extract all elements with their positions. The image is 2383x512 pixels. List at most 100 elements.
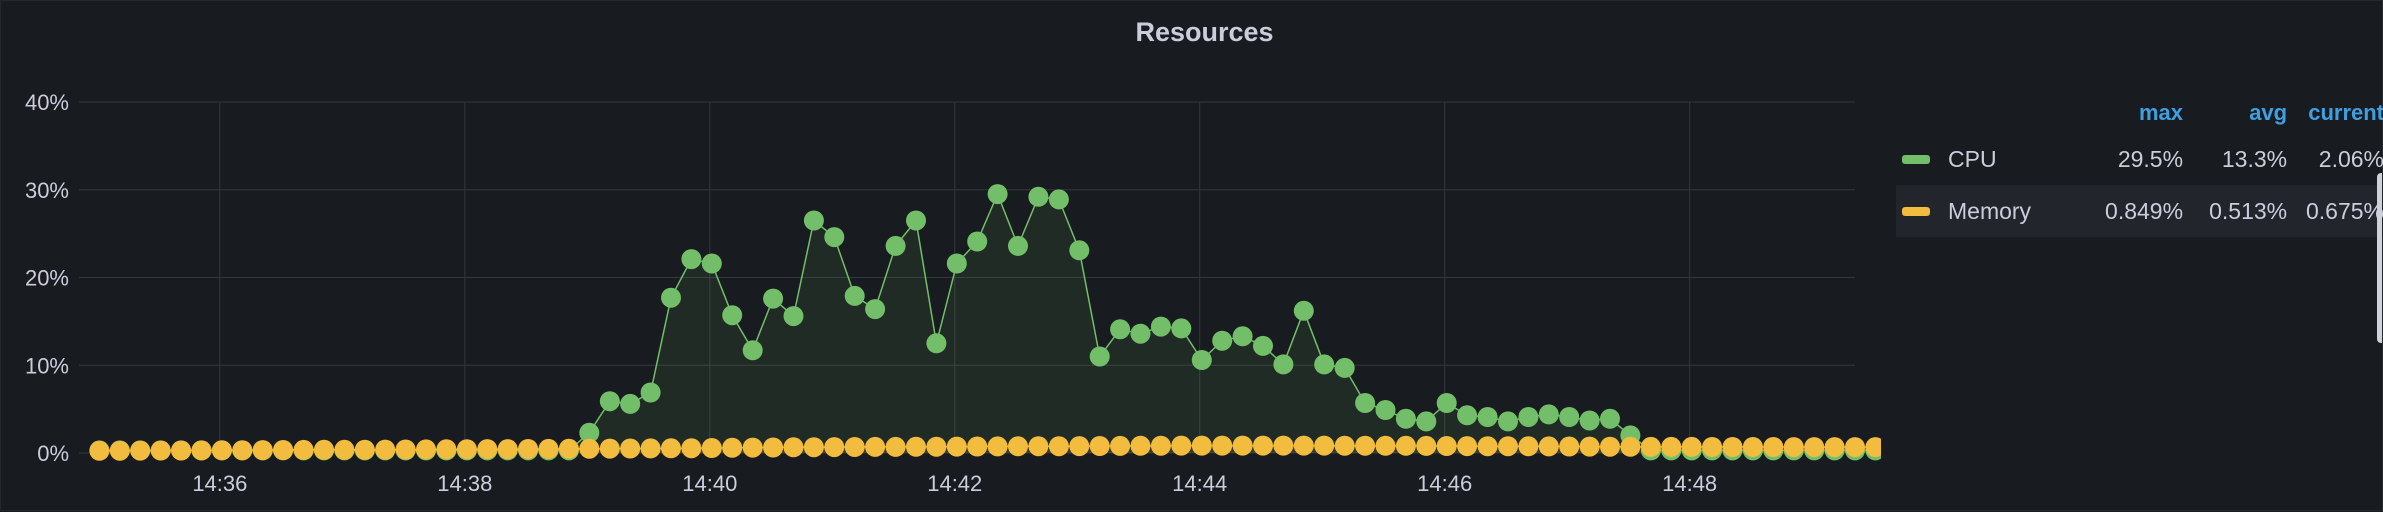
data-point-memory (375, 439, 396, 460)
legend-header-max[interactable]: max (2139, 100, 2184, 125)
y-tick-label: 40% (25, 90, 69, 115)
data-point-memory (211, 440, 232, 461)
data-point-memory (661, 438, 681, 459)
legend-scrollbar[interactable] (2377, 173, 2382, 343)
legend-memory-avg: 0.513% (2209, 197, 2288, 224)
legend-swatch-memory[interactable] (1902, 206, 1930, 216)
data-point-cpu (783, 306, 804, 327)
data-point-memory (1355, 435, 1376, 456)
x-tick-label: 14:36 (192, 471, 247, 496)
legend-row-cpu[interactable]: CPU 29.5% 13.3% 2.06% (1896, 133, 2383, 185)
data-point-memory (1089, 436, 1110, 456)
resources-chart[interactable]: 0% 10% 20% 30% 40% 14:36 14:38 14:40 14:42 14:44… (1, 1, 1881, 512)
data-point-memory (456, 439, 477, 460)
data-point-cpu (1273, 354, 1294, 375)
data-point-memory (1232, 435, 1253, 456)
data-point-cpu (722, 305, 743, 326)
data-point-memory (1191, 435, 1212, 456)
legend-swatch-cpu[interactable] (1902, 154, 1930, 164)
data-point-memory (273, 440, 294, 460)
data-point-memory (252, 440, 273, 461)
panel-title[interactable]: Resources (1135, 17, 1274, 47)
data-point-memory (1579, 436, 1600, 457)
data-point-memory (885, 436, 906, 457)
data-point-memory (681, 438, 702, 459)
legend-header-avg[interactable]: avg (2249, 100, 2288, 125)
legend-cpu-current: 2.06% (2318, 145, 2383, 172)
data-point-memory (1416, 435, 1437, 456)
legend-cpu-max: 29.5% (2117, 145, 2184, 172)
data-point-memory (171, 440, 192, 461)
data-point-memory (334, 439, 355, 460)
data-point-cpu (865, 299, 886, 320)
y-tick-label: 20% (25, 266, 69, 291)
data-point-memory (599, 438, 620, 459)
data-point-memory (803, 437, 824, 458)
data-point-memory (844, 437, 865, 457)
data-point-memory (1640, 436, 1661, 457)
data-point-memory (109, 440, 130, 461)
data-point-cpu (885, 235, 906, 256)
data-point-memory (1314, 435, 1335, 456)
data-point-memory (1783, 437, 1804, 458)
data-point-cpu (701, 253, 722, 274)
data-point-cpu (1130, 323, 1151, 344)
data-point-memory (1028, 436, 1049, 457)
data-point-cpu (946, 253, 967, 274)
legend-header: max avg current (1896, 93, 2383, 133)
data-point-memory (395, 439, 416, 460)
series-area-cpu (99, 194, 1881, 453)
data-point-memory (620, 438, 641, 459)
data-point-memory (416, 439, 436, 460)
data-point-memory (946, 436, 967, 457)
data-point-memory (1742, 437, 1763, 457)
data-point-memory (1845, 437, 1865, 458)
data-point-memory (1661, 436, 1682, 457)
data-point-cpu (661, 287, 681, 308)
data-point-memory (1395, 435, 1416, 456)
data-point-memory (1253, 435, 1273, 456)
x-tick-label: 14:44 (1172, 471, 1227, 496)
data-point-cpu (1232, 326, 1253, 347)
data-point-memory (314, 439, 334, 460)
data-point-memory (640, 438, 661, 459)
data-point-cpu (1498, 411, 1518, 432)
x-tick-label: 14:42 (927, 471, 982, 496)
legend-header-current[interactable]: current (2308, 100, 2383, 125)
data-point-cpu (742, 340, 763, 361)
data-point-memory (1559, 436, 1580, 457)
legend-label-cpu[interactable]: CPU (1948, 145, 1997, 172)
legend-label-memory[interactable]: Memory (1948, 197, 2032, 224)
legend-cpu-avg: 13.3% (2221, 145, 2288, 172)
data-point-memory (1069, 436, 1090, 457)
x-axis-ticks: 14:36 14:38 14:40 14:42 14:44 14:46 14:48 (192, 471, 1717, 496)
data-point-cpu (1008, 235, 1028, 256)
y-tick-label: 30% (25, 178, 69, 203)
legend-row-memory[interactable]: Memory 0.849% 0.513% 0.675% (1896, 185, 2383, 237)
chart-series (89, 184, 1881, 461)
data-point-memory (701, 438, 722, 458)
data-point-cpu (1375, 400, 1396, 420)
data-point-memory (232, 440, 253, 461)
data-point-memory (1804, 437, 1825, 458)
data-point-cpu (1110, 319, 1131, 340)
data-point-memory (191, 440, 212, 461)
data-point-cpu (599, 391, 620, 412)
data-point-cpu (579, 422, 600, 443)
data-point-memory (497, 439, 518, 460)
data-point-memory (1436, 436, 1457, 456)
data-point-cpu (1355, 393, 1376, 413)
data-point-memory (354, 439, 375, 460)
data-point-memory (1375, 435, 1396, 456)
data-point-cpu (1048, 189, 1069, 210)
data-point-memory (1498, 436, 1518, 457)
data-point-memory (1477, 436, 1498, 457)
data-point-memory (1722, 437, 1743, 457)
data-point-cpu (926, 333, 947, 354)
data-point-memory (967, 436, 988, 457)
data-point-memory (89, 440, 110, 461)
data-point-cpu (1028, 186, 1049, 207)
data-point-cpu (1579, 410, 1600, 431)
x-tick-label: 14:46 (1417, 471, 1472, 496)
data-point-cpu (987, 184, 1008, 205)
